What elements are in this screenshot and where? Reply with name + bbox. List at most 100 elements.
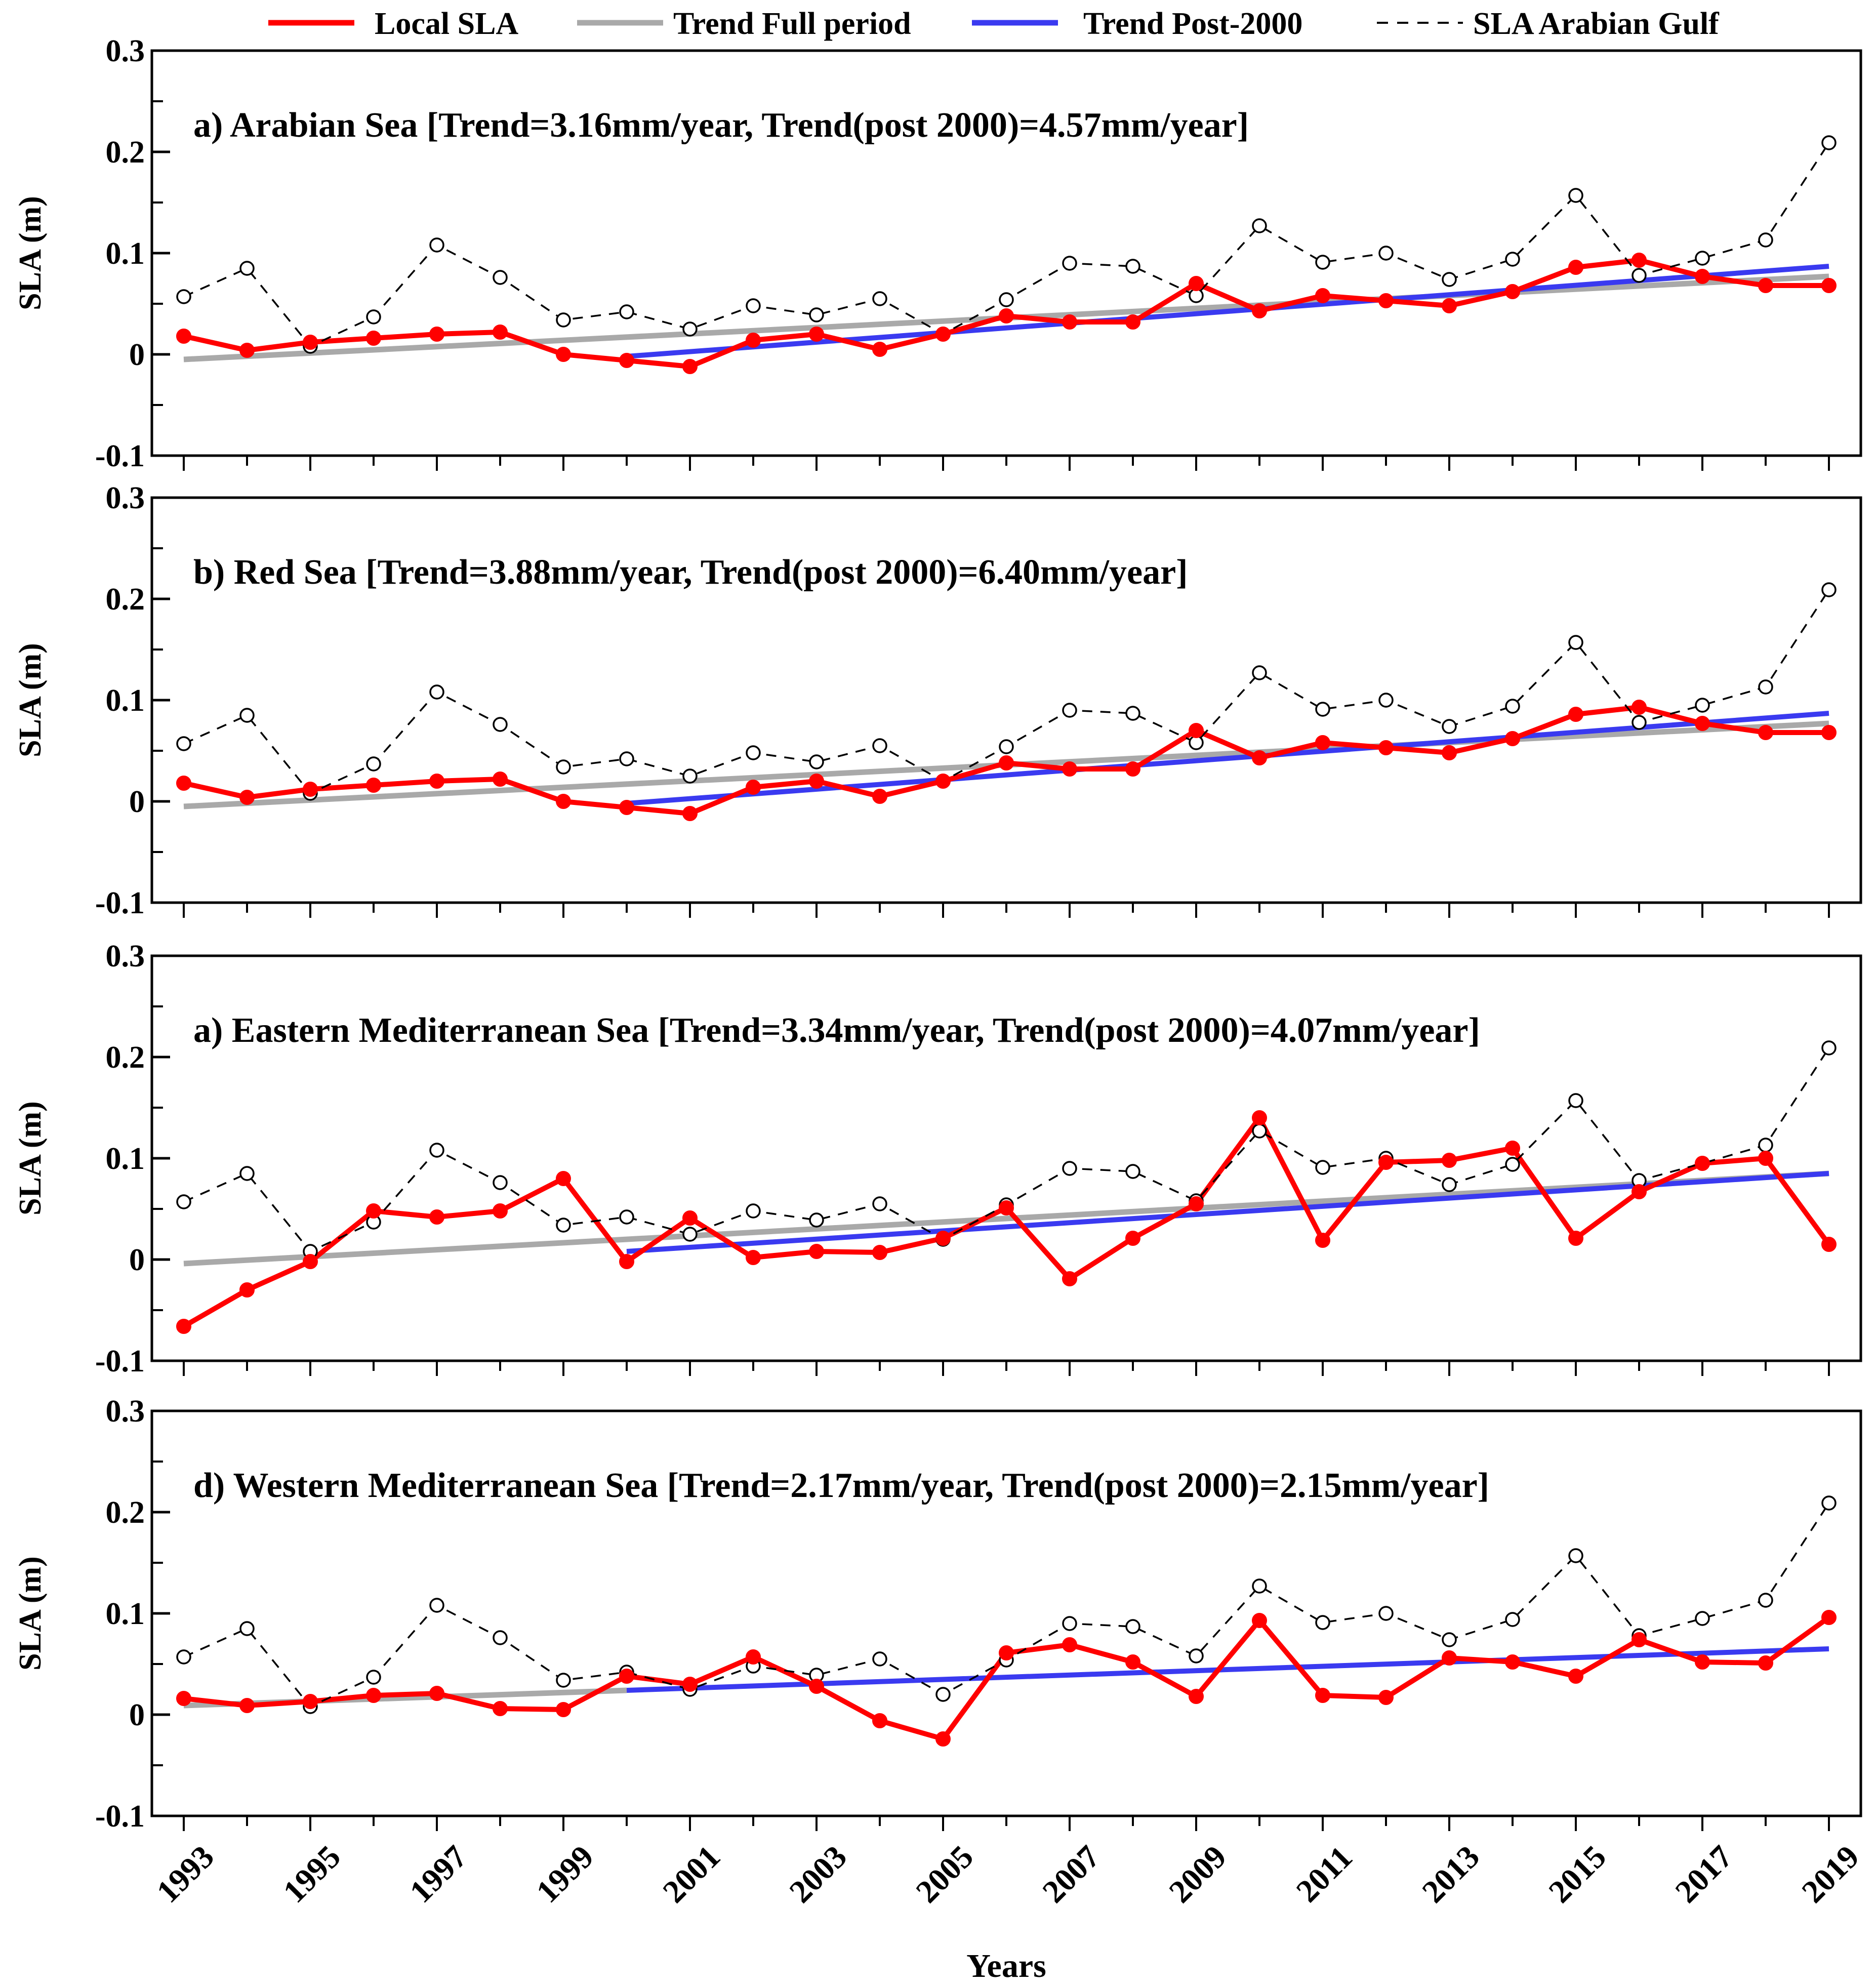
gulf-sla-point — [872, 1651, 887, 1667]
trend-post-line — [626, 1646, 1829, 1693]
local-sla-point — [176, 329, 191, 344]
gulf-sla-point — [1758, 679, 1773, 695]
x-tick-label: 1999 — [529, 1838, 600, 1910]
gulf-sla-point — [1632, 715, 1647, 730]
local-sla-point — [429, 774, 444, 789]
local-sla-point — [1442, 745, 1457, 760]
y-tick-label: 0.2 — [106, 582, 145, 617]
local-sla-point — [1695, 269, 1710, 284]
local-sla-point — [1125, 761, 1140, 777]
gulf-sla-point — [1315, 1615, 1330, 1630]
gulf-sla-point — [239, 261, 255, 276]
local-sla-point — [1378, 1690, 1394, 1705]
local-sla-point — [1378, 293, 1394, 308]
local-sla-point — [493, 772, 508, 787]
gulf-sla-point — [682, 768, 698, 784]
local-sla-point — [1632, 700, 1647, 715]
gulf-sla-point — [239, 1166, 255, 1181]
local-sla-point — [1189, 1196, 1204, 1211]
local-sla-point — [682, 1210, 698, 1226]
gulf-sla-point — [493, 717, 508, 732]
gulf-sla-point — [1315, 255, 1330, 270]
x-tick-label: 1997 — [402, 1838, 474, 1910]
local-sla-point — [1315, 735, 1330, 750]
gulf-sla-point — [1758, 232, 1773, 248]
local-sla-point — [556, 1171, 571, 1186]
local-sla-point — [493, 1203, 508, 1219]
x-tick-label: 2019 — [1795, 1838, 1866, 1910]
local-sla-point — [366, 331, 381, 346]
x-tick-label: 2007 — [1035, 1838, 1107, 1910]
gulf-sla-point — [1378, 693, 1394, 708]
local-sla-point — [1315, 288, 1330, 303]
gulf-sla-point — [872, 1196, 887, 1211]
local-sla-point — [999, 1200, 1014, 1215]
gulf-sla-point — [493, 270, 508, 285]
gulf-sla-point — [366, 1670, 381, 1685]
local-sla-point — [1062, 1637, 1077, 1652]
y-tick-label: 0 — [129, 338, 145, 372]
legend: Local SLA Trend Full period Trend Post-2… — [268, 7, 1720, 41]
y-tick-label: 0.3 — [106, 34, 145, 68]
local-sla-point — [1252, 750, 1267, 765]
gulf-sla-point — [1695, 251, 1710, 266]
legend-trend-post-label: Trend Post-2000 — [1083, 7, 1302, 41]
panel-4: -0.1 0 0.1 0.2 0.3 SLA (m) d) Western Mediterr… — [13, 1394, 1862, 1834]
y-tick-label: -0.1 — [95, 1799, 145, 1834]
gulf-sla-point — [1378, 246, 1394, 261]
gulf-sla-point — [999, 739, 1014, 754]
local-sla-point — [1821, 278, 1837, 293]
gulf-sla-point — [619, 1209, 634, 1225]
gulf-sla-point — [1821, 135, 1837, 150]
y-axis-label: SLA (m) — [13, 196, 48, 310]
gulf-sla-point — [429, 684, 444, 700]
gulf-sla-point — [1442, 272, 1457, 287]
trend-post-line — [626, 1171, 1829, 1254]
gulf-sla-point — [682, 321, 698, 337]
local-sla-point — [935, 327, 951, 342]
local-sla-point — [1378, 740, 1394, 755]
local-sla-point — [682, 359, 698, 374]
local-sla-point — [493, 1701, 508, 1716]
gulf-sla-point — [872, 291, 887, 306]
local-sla-point — [1252, 303, 1267, 318]
gulf-sla-point — [935, 1687, 951, 1702]
local-sla-point — [1189, 723, 1204, 738]
gulf-sla-point — [1632, 268, 1647, 283]
local-sla-point — [935, 774, 951, 789]
gulf-sla-point — [556, 312, 571, 328]
local-sla-point — [366, 1688, 381, 1703]
local-sla-point — [999, 755, 1014, 771]
local-sla-point — [1758, 1151, 1773, 1166]
local-sla-point — [1821, 725, 1837, 740]
local-sla-point — [176, 1319, 191, 1334]
trend-post-line — [626, 711, 1829, 806]
local-sla-point — [1378, 1155, 1394, 1170]
local-sla-point — [1695, 1654, 1710, 1670]
local-sla-point — [429, 1686, 444, 1701]
local-sla-point — [1505, 1654, 1520, 1670]
x-tick-label: 1993 — [149, 1838, 221, 1910]
local-sla-point — [1505, 284, 1520, 299]
gulf-sla-point — [809, 754, 824, 769]
y-tick-label: 0.3 — [106, 481, 145, 515]
local-sla-point — [303, 1694, 318, 1709]
y-axis-label: SLA (m) — [13, 1556, 48, 1671]
local-sla-point — [366, 778, 381, 793]
panel-title: a) Eastern Mediterranean Sea [Trend=3.34… — [193, 1011, 1480, 1050]
local-sla-point — [239, 1698, 255, 1713]
gulf-sla-point — [1505, 1157, 1520, 1172]
local-sla-point — [619, 800, 634, 815]
y-tick-label: 0.3 — [106, 1394, 145, 1429]
gulf-sla-point — [1821, 1495, 1837, 1511]
gulf-sla-point — [1125, 1164, 1140, 1179]
local-sla-point — [1821, 1237, 1837, 1252]
gulf-sla-point — [1125, 259, 1140, 274]
panel-2: -0.1 0 0.1 0.2 0.3 SLA (m) b) Red Sea [Trend=3… — [13, 481, 1862, 920]
gulf-sla-point — [746, 745, 761, 760]
local-sla-point — [1632, 1184, 1647, 1199]
gulf-sla-point — [999, 292, 1014, 307]
gulf-sla-point — [1442, 719, 1457, 734]
local-sla-point — [619, 1254, 634, 1269]
